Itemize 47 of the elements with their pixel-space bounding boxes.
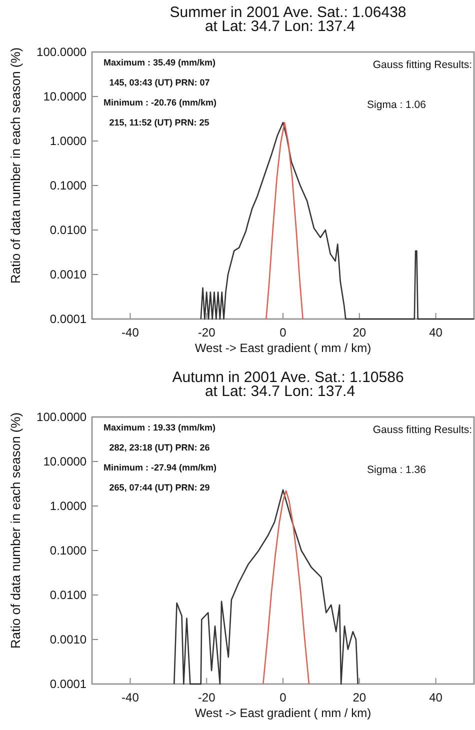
x-axis-title: West -> East gradient ( mm / km) (194, 706, 372, 720)
annotation: 282, 23:18 (UT) PRN: 26 (109, 442, 210, 452)
x-tick-label: 40 (429, 690, 443, 704)
y-tick-label: 0.0100 (50, 588, 87, 602)
y-tick-label: 0.1000 (50, 178, 87, 192)
annotation: 145, 03:43 (UT) PRN: 07 (109, 77, 210, 88)
annotation: 215, 11:52 (UT) PRN: 25 (109, 117, 210, 128)
x-tick-label: -40 (122, 690, 140, 704)
x-tick-label: 20 (352, 325, 366, 340)
y-tick-label: 100.0000 (36, 410, 87, 424)
x-axis-title: West -> East gradient ( mm / km) (194, 341, 372, 355)
y-tick-label: 0.0001 (50, 676, 87, 691)
y-tick-label: 0.1000 (50, 543, 87, 558)
annotation: Minimum : -27.94 (mm/km) (103, 462, 216, 472)
y-axis-title: Ratio of data number in each season (%) (8, 412, 23, 649)
annotation: Sigma : 1.06 (367, 98, 426, 111)
y-tick-label: 1.0000 (50, 134, 87, 148)
y-tick-label: 100.0000 (36, 44, 87, 59)
y-tick-label: 0.0010 (50, 267, 87, 282)
y-tick-label: 1.0000 (50, 498, 87, 513)
chart-subtitle: at Lat: 34.7 Lon: 137.4 (204, 383, 356, 400)
annotation: Maximum : 35.49 (mm/km) (103, 57, 216, 68)
y-tick-label: 10.0000 (43, 89, 87, 104)
annotation: Minimum : -20.76 (mm/km) (103, 97, 216, 108)
annotation: Gauss fitting Results: (372, 58, 472, 71)
y-tick-label: 10.0000 (43, 454, 87, 468)
annotation: Sigma : 1.36 (367, 464, 426, 476)
y-tick-label: 0.0010 (50, 632, 87, 646)
x-tick-label: -40 (122, 325, 140, 340)
x-tick-label: -20 (198, 690, 216, 704)
line-series (262, 490, 310, 685)
y-tick-label: 0.0001 (50, 312, 87, 326)
annotation: Gauss fitting Results: (372, 424, 472, 436)
x-tick-label: -20 (198, 325, 216, 340)
y-axis-title: Ratio of data number in each season (%) (8, 47, 23, 284)
annotation: 265, 07:44 (UT) PRN: 29 (109, 482, 210, 492)
line-series (266, 122, 304, 320)
chart-title: Autumn in 2001 Ave. Sat.: 1.10586 (172, 369, 404, 386)
x-tick-label: 40 (429, 325, 443, 340)
annotation: Maximum : 19.33 (mm/km) (103, 422, 216, 432)
y-tick-label: 0.0100 (50, 222, 87, 237)
line-series (173, 489, 359, 685)
x-tick-label: 20 (352, 690, 366, 704)
x-tick-label: 0 (280, 325, 287, 340)
chart-title: Summer in 2001 Ave. Sat.: 1.06438 (170, 4, 406, 21)
chart-subtitle: at Lat: 34.7 Lon: 137.4 (204, 18, 356, 35)
x-tick-label: 0 (280, 690, 287, 704)
